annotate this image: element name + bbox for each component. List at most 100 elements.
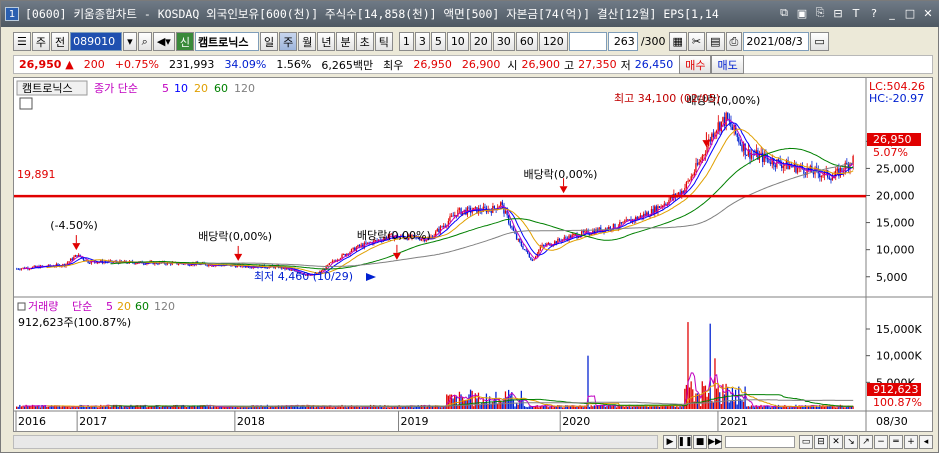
zoom-out-icon[interactable]: ↘ [844, 434, 858, 449]
volume-ratio: 34.09% [224, 58, 267, 71]
interval-3[interactable]: 3 [414, 32, 430, 51]
price-axis-tick: 5,000 [876, 271, 908, 284]
save-icon[interactable]: ▤ [706, 32, 725, 51]
interval-30[interactable]: 30 [492, 32, 515, 51]
vol-ma-5-legend: 5 [106, 300, 113, 313]
price-axis-tick: 10,000 [876, 244, 915, 257]
price-axis-tick: 20,000 [876, 190, 915, 203]
date-input[interactable]: 2021/08/3 [743, 32, 810, 51]
period-week[interactable]: 주 [279, 32, 298, 51]
interval-1[interactable]: 1 [398, 32, 414, 51]
hc-label: HC:-20.97 [869, 92, 924, 105]
help-icon[interactable]: ? [871, 6, 877, 20]
volume-axis-tick: 10,000K [876, 350, 922, 363]
slider-track[interactable]: ═ [889, 434, 903, 449]
count-input[interactable]: 263 [607, 32, 638, 51]
last-price-tag: 26,950 [873, 133, 912, 146]
ma-60-legend: 60 [214, 82, 228, 95]
vol-ma-60-legend: 60 [135, 300, 149, 313]
period-minute[interactable]: 분 [336, 32, 355, 51]
ma-10-legend: 10 [174, 82, 188, 95]
volume: 231,993 [168, 58, 215, 71]
x-axis-tick: 2020 [562, 415, 590, 428]
interval-input[interactable] [568, 32, 607, 51]
settings-icon[interactable]: ☰ [13, 32, 31, 51]
period-second[interactable]: 초 [355, 32, 374, 51]
period-year[interactable]: 년 [317, 32, 336, 51]
main-toolbar: ☰ 주 전 089010 ▾ ⌕ ◀▾ 신 캠트로닉스 일 주 월 년 분 초 … [13, 31, 933, 52]
ma-20-legend: 20 [194, 82, 208, 95]
interval-5[interactable]: 5 [430, 32, 446, 51]
type-select[interactable]: 주 [31, 32, 50, 51]
print-icon[interactable]: ⎙ [725, 32, 743, 51]
ma-5-legend: 5 [162, 82, 169, 95]
fast-forward-icon[interactable]: ▶▶ [708, 434, 722, 449]
price-axis-tick: 15,000 [876, 217, 915, 230]
grid-icon[interactable]: ▦ [668, 32, 687, 51]
speed-slider[interactable] [725, 435, 795, 448]
restore-icon[interactable]: ⧉ [780, 6, 788, 19]
interval-60[interactable]: 60 [515, 32, 538, 51]
stock-label: 캠트로닉스 [22, 82, 73, 95]
current-price: 26,950 [19, 58, 62, 71]
copy-icon[interactable]: ⎘ [815, 6, 825, 19]
minimize-icon[interactable]: _ [889, 6, 895, 20]
new-badge: 신 [175, 32, 194, 51]
plus-button[interactable]: + [904, 434, 918, 449]
interval-120[interactable]: 120 [538, 32, 568, 51]
price-volume-chart[interactable]: (-4.50%) 배당락(0,00%) 배당락(0,00%) 배당락(0,00%) 배당… [14, 78, 932, 431]
calendar-icon[interactable]: ▭ [810, 32, 829, 51]
search-icon[interactable]: ⌕ [137, 32, 152, 51]
tools-icon[interactable]: ✂ [687, 32, 706, 51]
period-tick[interactable]: 틱 [374, 32, 393, 51]
bid-price: 26,900 [461, 58, 501, 71]
layout-icon[interactable]: ▭ [799, 434, 813, 449]
high-label: 고 [563, 58, 575, 72]
x-axis-tick: 2019 [401, 415, 429, 428]
horizontal-scrollbar[interactable] [13, 434, 658, 449]
price-change: 200 [83, 58, 105, 71]
speaker-icon[interactable]: ◀▾ [152, 32, 175, 51]
volume-last-tag: 912,623 [873, 383, 919, 396]
period-month[interactable]: 월 [298, 32, 317, 51]
zoom-in-icon[interactable]: ↗ [859, 434, 873, 449]
pause-icon[interactable]: ❚❚ [677, 434, 693, 449]
last-pct-tag: 5.07% [873, 146, 908, 159]
table-icon[interactable] [19, 97, 33, 110]
interval-10[interactable]: 10 [446, 32, 469, 51]
split-icon[interactable]: ⊟ [814, 434, 828, 449]
window-layout-icon[interactable]: ▣ [796, 6, 808, 20]
code-input[interactable]: 089010 [70, 32, 123, 51]
annotation-label: (-4.50%) [50, 219, 98, 232]
high-price: 27,350 [578, 58, 617, 71]
pin-icon[interactable]: T [852, 6, 860, 20]
volume-axis-tick: 15,000K [876, 323, 922, 336]
price-axis-tick: 25,000 [876, 162, 915, 175]
prev-button[interactable]: 전 [51, 32, 70, 51]
cross-icon[interactable]: ✕ [829, 434, 843, 449]
stop-icon[interactable]: ■ [693, 434, 707, 449]
vol-ma-120-legend: 120 [154, 300, 175, 313]
fit-icon[interactable]: ◂ [919, 434, 933, 449]
x-axis-tick: 2021 [720, 415, 748, 428]
ma-120-legend: 120 [234, 82, 255, 95]
x-axis-tick: 2016 [18, 415, 46, 428]
close-icon[interactable]: ✕ [923, 6, 933, 20]
sell-button[interactable]: 매도 [711, 55, 744, 74]
hline-label: 19,891 [17, 168, 56, 181]
play-icon[interactable]: ▶ [663, 434, 677, 449]
minus-icon[interactable]: ⊟ [833, 6, 843, 20]
bottom-controls: ▶ ❚❚ ■ ▶▶ ▭ ⊟ ✕ ↘ ↗ − ═ + ◂ [13, 432, 933, 451]
period-day[interactable]: 일 [259, 32, 279, 51]
low-label: 저 [620, 58, 631, 72]
minus-button[interactable]: − [874, 434, 888, 449]
chevron-down-icon[interactable]: ▾ [123, 32, 137, 51]
turnover-ratio: 1.56% [276, 58, 312, 71]
buy-button[interactable]: 매수 [679, 55, 712, 74]
interval-20[interactable]: 20 [469, 32, 492, 51]
open-price: 26,900 [521, 58, 560, 71]
maximize-icon[interactable]: □ [904, 6, 916, 20]
volume-checkbox[interactable] [17, 302, 26, 311]
ask-price: 26,950 [413, 58, 452, 71]
chart-area[interactable]: (-4.50%) 배당락(0,00%) 배당락(0,00%) 배당락(0,00%) 배당… [13, 77, 933, 432]
